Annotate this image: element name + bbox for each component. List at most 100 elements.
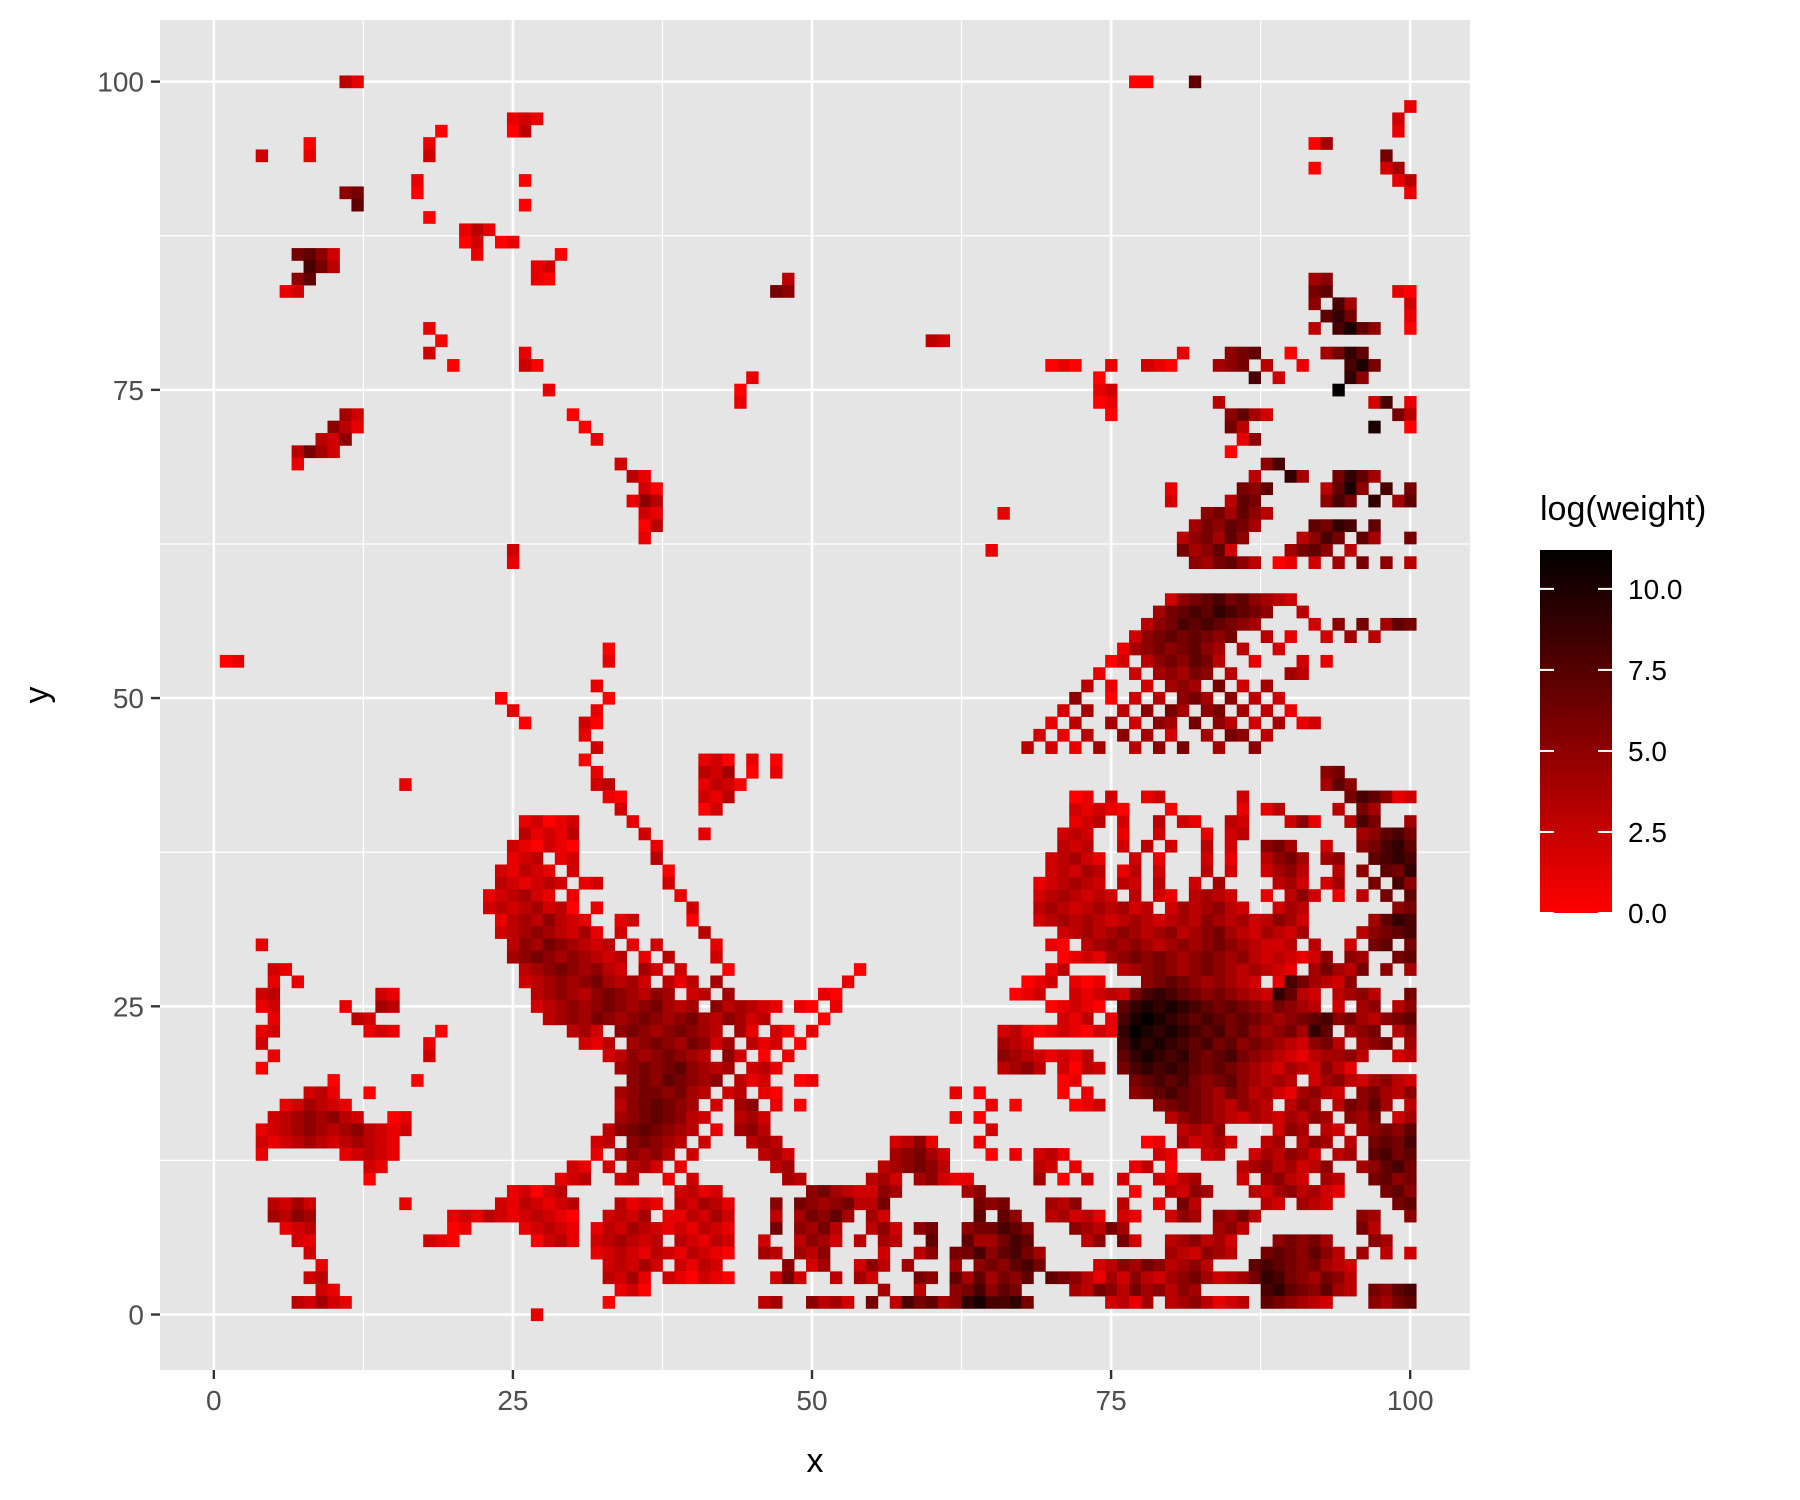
heatmap-cell	[817, 1259, 831, 1272]
heatmap-cell	[1152, 987, 1166, 1001]
heatmap-cell	[1117, 864, 1130, 878]
heatmap-cell	[1105, 396, 1118, 409]
heatmap-cell	[1296, 950, 1309, 964]
heatmap-cell	[1164, 1283, 1178, 1297]
heatmap-cell	[1152, 815, 1166, 828]
heatmap-cell	[1152, 864, 1166, 878]
heatmap-cell	[542, 889, 556, 902]
heatmap-cell	[1057, 728, 1070, 742]
heatmap-cell	[1009, 1209, 1022, 1223]
heatmap-cell	[375, 987, 388, 1001]
heatmap-cell	[829, 1222, 843, 1235]
heatmap-cell	[1057, 852, 1070, 865]
heatmap-cell	[1236, 963, 1250, 976]
heatmap-cell	[411, 174, 424, 187]
heatmap-cell	[1224, 1222, 1238, 1235]
heatmap-cell	[303, 1135, 316, 1149]
heatmap-cell	[267, 1111, 281, 1124]
heatmap-cell	[1164, 679, 1178, 693]
heatmap-cell	[1009, 1296, 1022, 1309]
heatmap-cell	[1152, 1283, 1166, 1297]
heatmap-cell	[602, 963, 616, 976]
heatmap-cell	[578, 1012, 592, 1026]
heatmap-cell	[291, 272, 304, 286]
heatmap-cell	[674, 889, 687, 902]
heatmap-cell	[1272, 802, 1285, 816]
heatmap-cell	[1188, 938, 1202, 952]
heatmap-cell	[1117, 728, 1130, 742]
heatmap-cell	[1176, 1086, 1190, 1100]
heatmap-cell	[1296, 359, 1309, 372]
heatmap-cell	[1404, 186, 1417, 200]
heatmap-cell	[1368, 987, 1381, 1001]
heatmap-cell	[1260, 963, 1274, 976]
heatmap-cell	[770, 1000, 783, 1013]
heatmap-cell	[303, 1222, 316, 1235]
heatmap-cell	[674, 1049, 687, 1063]
heatmap-cell	[1105, 790, 1118, 804]
heatmap-cell	[626, 1123, 639, 1137]
heatmap-cell	[1212, 1049, 1226, 1063]
heatmap-cell	[662, 1061, 675, 1075]
heatmap-cell	[1296, 1000, 1309, 1013]
heatmap-cell	[1392, 852, 1405, 865]
heatmap-cell	[1009, 1037, 1022, 1050]
heatmap-cell	[1081, 950, 1094, 964]
heatmap-cell	[650, 1135, 663, 1149]
heatmap-cell	[1284, 1086, 1297, 1100]
heatmap-cell	[1368, 396, 1381, 409]
heatmap-cell	[674, 1160, 687, 1174]
heatmap-cell	[1248, 1086, 1262, 1100]
heatmap-cell	[1248, 691, 1262, 705]
heatmap-cell	[806, 1296, 819, 1309]
heatmap-cell	[1009, 1234, 1022, 1248]
heatmap-cell	[1272, 1160, 1285, 1174]
heatmap-cell	[1200, 605, 1214, 619]
heatmap-cell	[1296, 654, 1309, 668]
heatmap-cell	[1248, 605, 1262, 619]
heatmap-cell	[1308, 963, 1321, 976]
heatmap-cell	[1368, 1209, 1381, 1223]
heatmap-cell	[1117, 642, 1130, 656]
heatmap-cell	[1081, 1172, 1094, 1186]
heatmap-cell	[530, 260, 544, 274]
heatmap-cell	[614, 457, 627, 471]
heatmap-cell	[1320, 1074, 1333, 1087]
heatmap-cell	[1033, 913, 1046, 927]
heatmap-cell	[291, 285, 304, 298]
heatmap-cell	[590, 778, 604, 791]
heatmap-cell	[877, 1197, 891, 1211]
heatmap-cell	[997, 1024, 1010, 1038]
heatmap-cell	[817, 1296, 831, 1309]
heatmap-cell	[1260, 1148, 1274, 1161]
heatmap-cell	[506, 852, 520, 865]
heatmap-cell	[542, 839, 556, 853]
heatmap-cell	[985, 1296, 998, 1309]
heatmap-cell	[985, 1197, 998, 1211]
heatmap-cell	[375, 1000, 388, 1013]
heatmap-cell	[925, 1296, 939, 1309]
heatmap-cell	[542, 913, 556, 927]
heatmap-cell	[1057, 1024, 1070, 1038]
heatmap-cell	[1308, 297, 1321, 311]
heatmap-cell	[554, 1222, 568, 1235]
heatmap-cell	[782, 272, 795, 286]
heatmap-cell	[1368, 876, 1381, 890]
heatmap-cell	[267, 1024, 281, 1038]
heatmap-cell	[1033, 1148, 1046, 1161]
heatmap-cell	[1117, 1012, 1130, 1026]
heatmap-cell	[303, 1111, 316, 1124]
heatmap-cell	[351, 1148, 364, 1161]
heatmap-cell	[1356, 950, 1369, 964]
heatmap-cell	[506, 938, 520, 952]
heatmap-cell	[1188, 75, 1202, 89]
heatmap-cell	[255, 1123, 269, 1137]
heatmap-cell	[1224, 1037, 1238, 1050]
heatmap-cell	[1368, 1074, 1381, 1087]
heatmap-cell	[722, 1049, 735, 1063]
heatmap-cell	[1236, 987, 1250, 1001]
heatmap-cell	[638, 975, 651, 989]
heatmap-cell	[1272, 1024, 1285, 1038]
legend-title: log(weight)	[1540, 490, 1706, 528]
heatmap-cell	[889, 1185, 903, 1198]
